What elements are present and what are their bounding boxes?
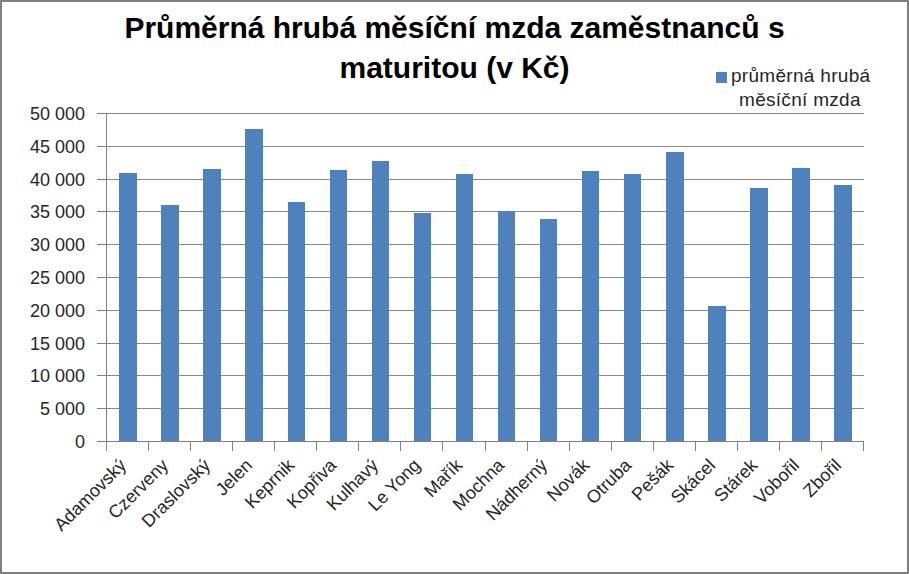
- x-axis-tick: [737, 442, 738, 451]
- y-axis-label: 15 000: [0, 335, 85, 353]
- bar: [750, 188, 768, 441]
- bar: [582, 171, 600, 441]
- bar: [372, 161, 390, 441]
- legend: průměrná hrubá měsíční mzda: [716, 61, 891, 112]
- bar: [666, 152, 684, 441]
- y-axis-tick: [97, 179, 106, 180]
- bar: [288, 202, 306, 441]
- bar: [414, 213, 432, 441]
- bar: [119, 173, 137, 441]
- x-axis-tick: [274, 442, 275, 451]
- plot-area: [106, 113, 864, 442]
- x-axis-tick: [442, 442, 443, 451]
- x-axis-tick: [316, 442, 317, 451]
- legend-marker-icon: [716, 72, 727, 83]
- y-axis-label: 40 000: [0, 171, 85, 189]
- y-axis-tick: [97, 277, 106, 278]
- x-axis-tick: [148, 442, 149, 451]
- y-axis-tick: [97, 211, 106, 212]
- x-axis-tick: [569, 442, 570, 451]
- y-axis-label: 20 000: [0, 302, 85, 320]
- gridline: [107, 113, 864, 114]
- x-axis-tick: [611, 442, 612, 451]
- y-axis-tick: [97, 408, 106, 409]
- bar: [498, 211, 516, 441]
- x-axis-label: Otruba: [582, 455, 636, 509]
- y-axis-tick: [97, 244, 106, 245]
- bar: [203, 169, 221, 441]
- x-axis-tick: [106, 442, 107, 451]
- bar: [330, 170, 348, 441]
- gridline: [107, 146, 864, 147]
- y-axis-label: 10 000: [0, 367, 85, 385]
- chart: Průměrná hrubá měsíční mzda zaměstnanců …: [0, 0, 909, 574]
- y-axis-label: 0: [0, 433, 85, 451]
- bar: [624, 174, 642, 441]
- x-axis-label: Pešák: [627, 455, 677, 505]
- x-axis-tick: [527, 442, 528, 451]
- bar: [540, 219, 558, 441]
- y-axis-label: 5 000: [0, 400, 85, 418]
- y-axis-tick: [97, 375, 106, 376]
- x-axis-tick: [232, 442, 233, 451]
- y-axis-label: 45 000: [0, 138, 85, 156]
- x-axis-tick: [779, 442, 780, 451]
- bar: [792, 168, 810, 441]
- y-axis-tick: [97, 113, 106, 114]
- bar: [245, 129, 263, 441]
- y-axis-label: 35 000: [0, 203, 85, 221]
- y-axis-tick: [97, 441, 106, 442]
- y-axis-label: 25 000: [0, 269, 85, 287]
- bar: [708, 306, 726, 441]
- x-axis-label: Vobořil: [750, 455, 804, 509]
- y-axis-tick: [97, 343, 106, 344]
- legend-label: průměrná hrubá měsíční mzda: [731, 64, 883, 112]
- x-axis-label: Zbořil: [799, 455, 846, 502]
- x-axis-tick: [358, 442, 359, 451]
- y-axis-label: 30 000: [0, 236, 85, 254]
- x-axis-tick: [653, 442, 654, 451]
- y-axis-tick: [97, 146, 106, 147]
- x-axis-tick: [400, 442, 401, 451]
- y-axis-tick: [97, 310, 106, 311]
- x-axis-tick: [821, 442, 822, 451]
- y-axis-label: 50 000: [0, 105, 85, 123]
- x-axis-label: Skácel: [667, 455, 720, 508]
- x-axis-tick: [190, 442, 191, 451]
- chart-title-text: Průměrná hrubá měsíční mzda zaměstnanců …: [105, 8, 805, 88]
- bar: [456, 174, 474, 441]
- x-axis-tick: [695, 442, 696, 451]
- bar: [161, 205, 179, 441]
- bar: [834, 185, 852, 441]
- x-axis-tick: [485, 442, 486, 451]
- x-axis-tick: [863, 442, 864, 451]
- x-axis-label: Stárek: [710, 455, 762, 507]
